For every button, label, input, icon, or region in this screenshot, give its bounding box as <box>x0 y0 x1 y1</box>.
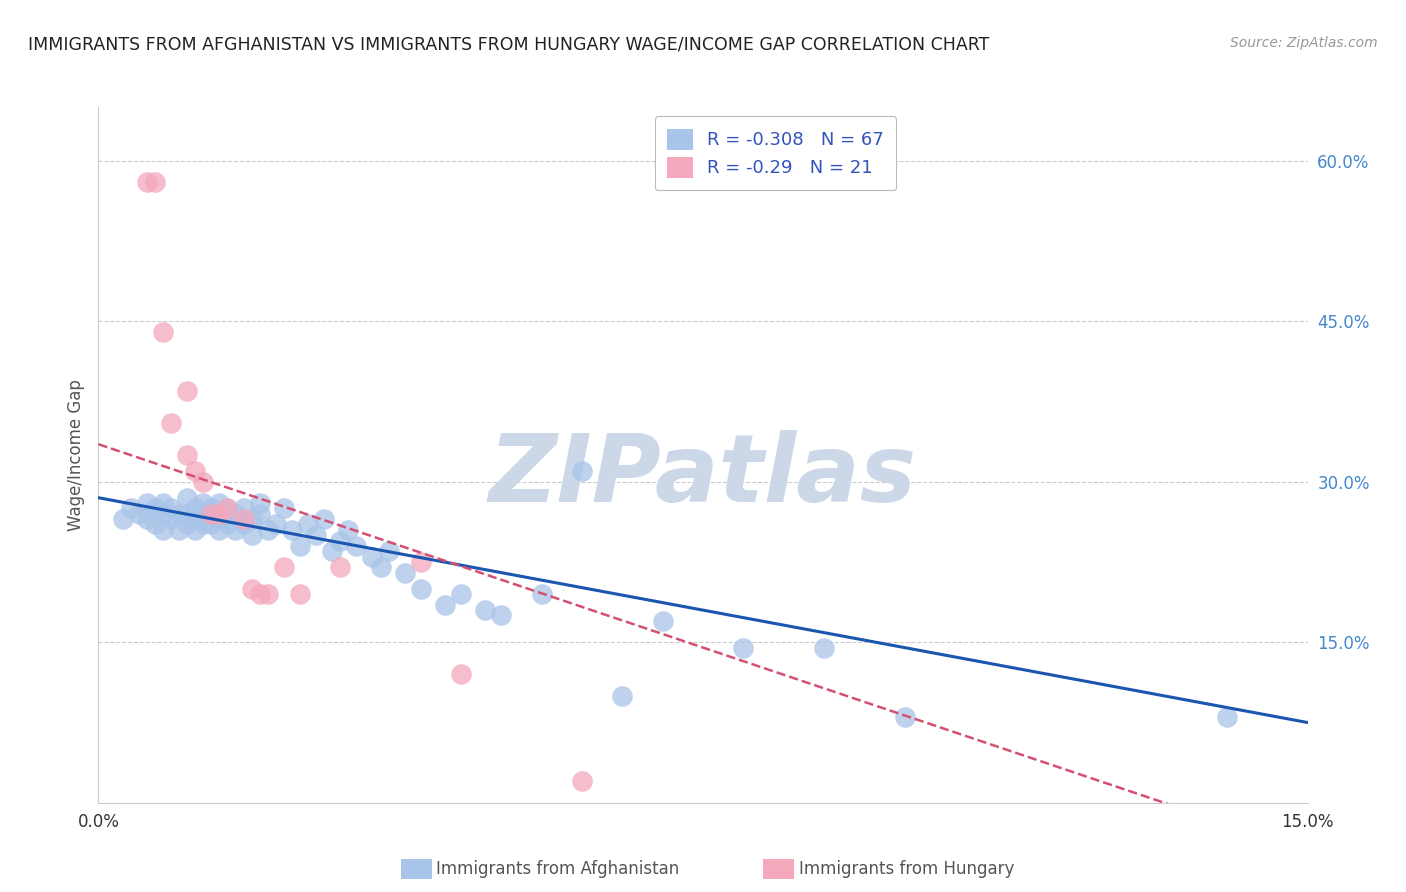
Point <box>208 496 231 510</box>
Point <box>474 603 496 617</box>
Point <box>893 710 915 724</box>
Point <box>135 512 157 526</box>
Point <box>288 539 311 553</box>
Point <box>344 539 367 553</box>
Point <box>314 512 336 526</box>
Point <box>224 523 246 537</box>
Point <box>288 587 311 601</box>
Point <box>176 384 198 398</box>
Point <box>394 566 416 580</box>
Point <box>217 517 239 532</box>
Point <box>240 528 263 542</box>
Point <box>143 175 166 189</box>
Point <box>249 496 271 510</box>
Point <box>200 501 222 516</box>
Point <box>184 501 207 516</box>
Point <box>240 582 263 596</box>
Point <box>160 416 183 430</box>
Point <box>184 464 207 478</box>
Y-axis label: Wage/Income Gap: Wage/Income Gap <box>66 379 84 531</box>
Point <box>571 464 593 478</box>
Legend: R = -0.308   N = 67, R = -0.29   N = 21: R = -0.308 N = 67, R = -0.29 N = 21 <box>655 116 897 190</box>
Point <box>273 560 295 574</box>
Point <box>491 608 513 623</box>
Point <box>329 533 352 548</box>
Point <box>208 507 231 521</box>
Point <box>167 507 190 521</box>
Point <box>208 523 231 537</box>
Point <box>120 501 142 516</box>
Point <box>200 517 222 532</box>
Point <box>256 587 278 601</box>
Point <box>321 544 343 558</box>
Point <box>135 496 157 510</box>
Point <box>152 507 174 521</box>
Point <box>305 528 328 542</box>
Point <box>1216 710 1239 724</box>
Point <box>232 501 254 516</box>
Point <box>249 587 271 601</box>
Point <box>184 512 207 526</box>
Point <box>450 587 472 601</box>
Point <box>361 549 384 564</box>
Point <box>273 501 295 516</box>
Point <box>450 667 472 681</box>
Point <box>571 774 593 789</box>
Point <box>256 523 278 537</box>
Point <box>176 517 198 532</box>
Point <box>733 640 755 655</box>
Point <box>208 512 231 526</box>
Point <box>193 475 215 489</box>
Point <box>160 501 183 516</box>
Point <box>224 507 246 521</box>
Point <box>217 501 239 516</box>
Point <box>329 560 352 574</box>
Point <box>184 523 207 537</box>
Point <box>128 507 150 521</box>
Point <box>152 496 174 510</box>
Text: ZIPatlas: ZIPatlas <box>489 430 917 522</box>
Text: Source: ZipAtlas.com: Source: ZipAtlas.com <box>1230 36 1378 50</box>
Point <box>160 512 183 526</box>
Point <box>651 614 673 628</box>
Point <box>232 517 254 532</box>
Point <box>370 560 392 574</box>
Point <box>249 507 271 521</box>
Point <box>409 582 432 596</box>
Text: IMMIGRANTS FROM AFGHANISTAN VS IMMIGRANTS FROM HUNGARY WAGE/INCOME GAP CORRELATI: IMMIGRANTS FROM AFGHANISTAN VS IMMIGRANT… <box>28 36 990 54</box>
Point <box>152 523 174 537</box>
Point <box>612 689 634 703</box>
Point <box>200 507 222 521</box>
Point <box>530 587 553 601</box>
Point <box>152 325 174 339</box>
Point <box>135 175 157 189</box>
Point <box>167 523 190 537</box>
Point <box>409 555 432 569</box>
Point <box>377 544 399 558</box>
Point <box>297 517 319 532</box>
Point <box>176 491 198 505</box>
Point <box>240 512 263 526</box>
Point <box>143 501 166 516</box>
Point <box>264 517 287 532</box>
Point <box>217 501 239 516</box>
Point <box>337 523 360 537</box>
Point <box>176 507 198 521</box>
Text: Immigrants from Hungary: Immigrants from Hungary <box>799 860 1014 878</box>
Text: Immigrants from Afghanistan: Immigrants from Afghanistan <box>436 860 679 878</box>
Point <box>143 517 166 532</box>
Point <box>176 448 198 462</box>
Point <box>111 512 134 526</box>
Point <box>193 507 215 521</box>
Point <box>434 598 457 612</box>
Point <box>813 640 835 655</box>
Point <box>193 496 215 510</box>
Point <box>193 517 215 532</box>
Point <box>232 512 254 526</box>
Point <box>281 523 304 537</box>
